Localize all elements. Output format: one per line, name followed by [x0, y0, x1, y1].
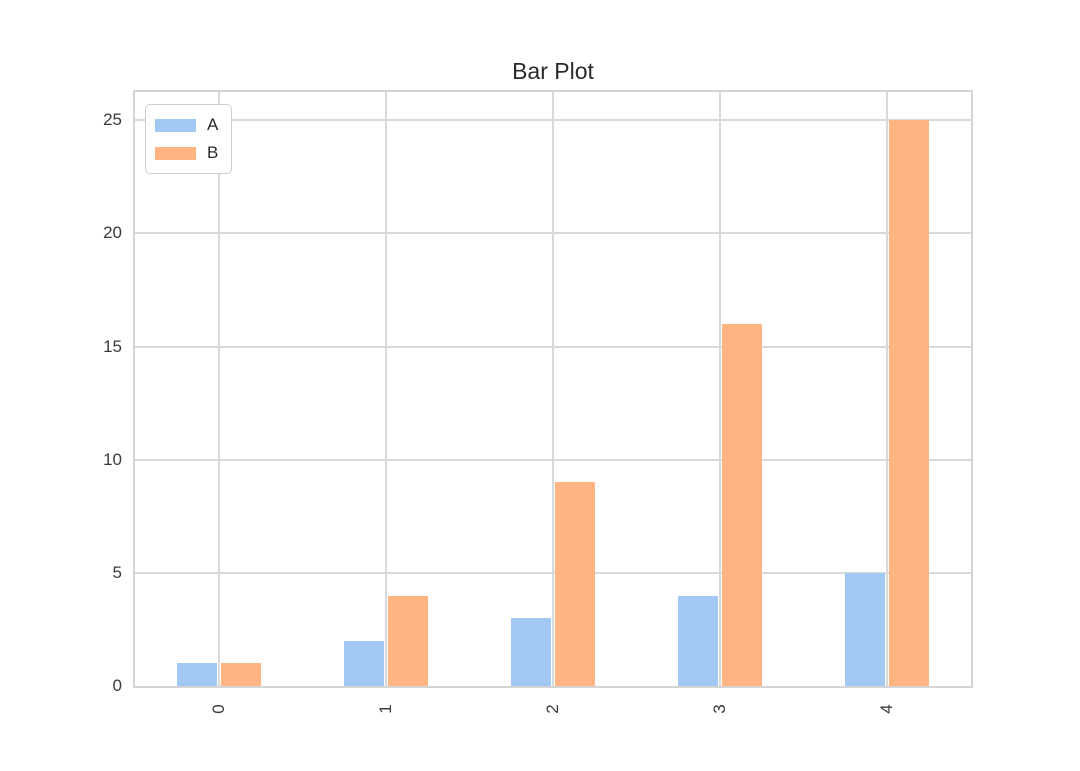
y-tick-label: 10	[103, 449, 122, 469]
v-gridline	[217, 92, 220, 686]
v-gridline	[384, 92, 387, 686]
bar-B-2	[555, 482, 595, 686]
v-gridline	[719, 92, 722, 686]
bar-A-4	[845, 572, 886, 686]
y-tick-label: 15	[103, 336, 122, 356]
x-tick-label: 1	[375, 704, 395, 714]
y-tick-label: 20	[103, 223, 122, 243]
legend-entry-B: B	[155, 139, 218, 167]
y-tick-label: 5	[112, 562, 122, 582]
y-tick-label: 25	[103, 110, 122, 130]
legend-entry-A: A	[155, 111, 218, 139]
bar-A-3	[678, 595, 719, 686]
bar-A-2	[511, 618, 551, 686]
v-gridline	[552, 92, 554, 686]
x-tick-label: 4	[877, 704, 897, 714]
legend-swatch-A	[155, 118, 196, 132]
legend-swatch-B	[155, 146, 196, 160]
x-tick-label: 2	[543, 704, 562, 714]
chart-title: Bar Plot	[512, 58, 594, 84]
x-tick-label: 3	[710, 704, 730, 714]
bar-B-0	[220, 663, 261, 686]
legend-label: B	[207, 143, 219, 162]
bar-B-4	[889, 120, 930, 686]
y-tick-label: 0	[112, 676, 122, 695]
bar-A-1	[343, 640, 384, 686]
legend-label: A	[207, 115, 219, 134]
bar-B-3	[722, 323, 763, 686]
bar-A-0	[176, 663, 217, 686]
bar-B-1	[387, 595, 428, 686]
v-gridline	[886, 92, 889, 686]
x-tick-label: 0	[208, 704, 228, 714]
